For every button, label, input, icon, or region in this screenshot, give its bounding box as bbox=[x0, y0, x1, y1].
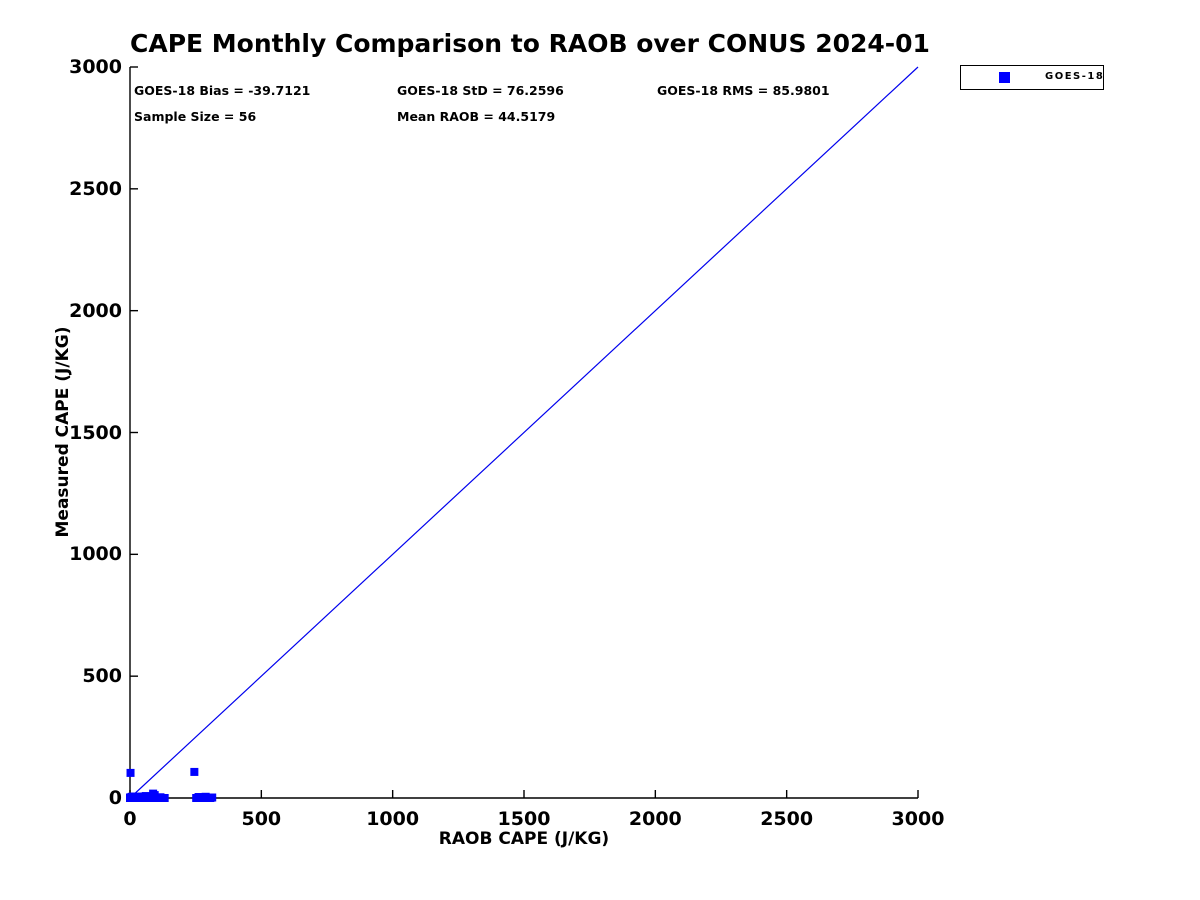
y-tick-label: 1500 bbox=[69, 421, 122, 444]
chart-title: CAPE Monthly Comparison to RAOB over CON… bbox=[130, 29, 930, 58]
y-tick-label: 1000 bbox=[69, 543, 122, 566]
stat-mean-raob: Mean RAOB = 44.5179 bbox=[397, 109, 556, 124]
data-point-marker bbox=[208, 793, 217, 802]
x-tick-label: 2500 bbox=[760, 808, 814, 830]
legend-square-marker-icon bbox=[999, 72, 1010, 83]
y-tick-label: 500 bbox=[82, 665, 122, 688]
x-tick-label: 500 bbox=[241, 808, 282, 830]
x-tick-label: 1000 bbox=[366, 808, 420, 830]
reference-line bbox=[129, 66, 919, 799]
data-point-marker bbox=[160, 794, 169, 802]
y-tick-label: 0 bbox=[108, 787, 122, 809]
y-tick-label: 2500 bbox=[69, 177, 122, 200]
stat-std: GOES-18 StD = 76.2596 bbox=[397, 83, 564, 98]
x-tick-label: 0 bbox=[123, 808, 137, 830]
stat-rms: GOES-18 RMS = 85.9801 bbox=[657, 83, 830, 98]
data-point-marker bbox=[126, 768, 135, 777]
x-tick-label: 2000 bbox=[628, 808, 682, 830]
data-point-marker bbox=[190, 767, 199, 776]
legend-box: GOES-18 bbox=[960, 65, 1104, 90]
stat-bias: GOES-18 Bias = -39.7121 bbox=[134, 83, 311, 98]
legend-label: GOES-18 bbox=[1045, 71, 1105, 82]
x-tick-label: 1500 bbox=[497, 808, 551, 830]
y-tick-label: 2000 bbox=[69, 299, 122, 322]
stat-sample-size: Sample Size = 56 bbox=[134, 109, 257, 124]
x-axis-label: RAOB CAPE (J/KG) bbox=[438, 829, 610, 849]
y-axis-label: Measured CAPE (J/KG) bbox=[53, 326, 73, 538]
y-tick-label: 3000 bbox=[69, 56, 122, 78]
x-tick-label: 3000 bbox=[891, 808, 945, 830]
